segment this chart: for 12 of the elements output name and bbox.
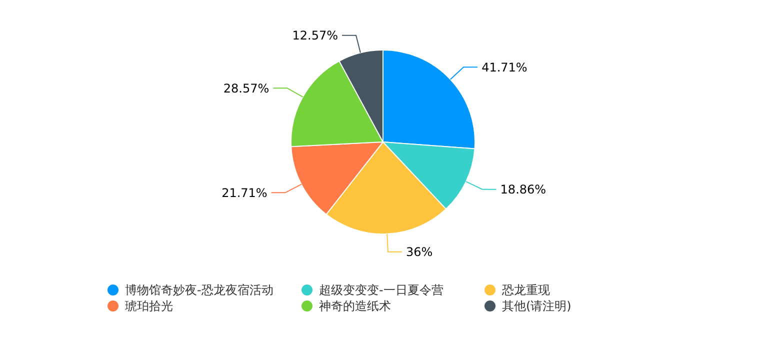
data-label: 21.71% xyxy=(222,186,268,200)
legend-label: 博物馆奇妙夜-恐龙夜宿活动 xyxy=(125,283,274,298)
data-label: 28.57% xyxy=(223,81,270,96)
legend-label: 琥珀拾光 xyxy=(125,299,173,314)
legend-label: 神奇的造纸术 xyxy=(319,299,391,314)
legend-label: 超级变变变-一日夏令营 xyxy=(319,283,444,298)
legend-label: 其他(请注明) xyxy=(502,299,572,314)
legend-label: 恐龙重现 xyxy=(501,283,550,298)
data-label: 12.57% xyxy=(292,28,338,43)
data-label: 18.86% xyxy=(500,182,546,197)
data-label: 36% xyxy=(406,245,433,260)
data-label: 41.71% xyxy=(482,60,528,74)
